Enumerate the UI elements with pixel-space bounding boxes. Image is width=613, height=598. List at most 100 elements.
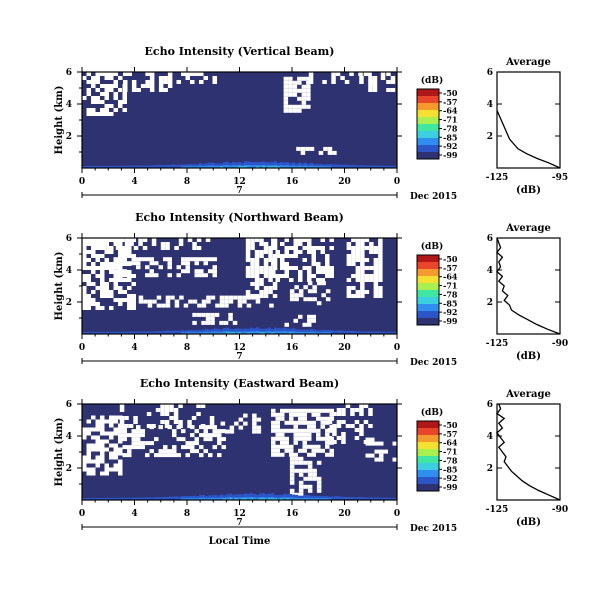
heatmap-cell [263, 242, 269, 246]
heatmap-cell [244, 331, 247, 334]
heatmap-cell [131, 302, 136, 306]
heatmap-cell [145, 331, 148, 334]
heatmap-cell [245, 254, 251, 258]
heatmap-cell [104, 282, 109, 286]
heatmap-cell [229, 425, 235, 430]
heatmap-cell [91, 471, 96, 476]
heatmap-cell [140, 433, 145, 438]
heatmap-cell [298, 329, 301, 334]
heatmap-cell [136, 331, 139, 334]
heatmap-cell [100, 274, 105, 278]
heatmap-cell [322, 332, 325, 334]
heatmap-cell [187, 498, 190, 500]
heatmap-cell [237, 295, 243, 300]
heatmap-cell [263, 290, 269, 294]
colorbar-swatch [417, 435, 439, 443]
heatmap-cell [316, 301, 322, 306]
heatmap-cell [211, 162, 214, 168]
heatmap-cell [196, 332, 199, 334]
heatmap-cell [293, 412, 298, 417]
heatmap-cell [238, 494, 241, 500]
heatmap-cell [245, 270, 251, 274]
heatmap-cell [149, 273, 154, 278]
heatmap-cell [86, 419, 91, 424]
heatmap-cell [265, 165, 268, 168]
heatmap-cell [100, 427, 105, 432]
heatmap-cell [307, 297, 313, 302]
heatmap-cell [340, 330, 343, 334]
heatmap-cell [173, 412, 179, 416]
colorbar-tick-label: -64 [443, 272, 458, 282]
heatmap-cell [224, 303, 229, 308]
heatmap-cell [208, 437, 213, 442]
heatmap-cell [378, 274, 383, 278]
heatmap-cell [307, 274, 312, 278]
heatmap-cell [214, 495, 217, 500]
heatmap-cell [275, 448, 280, 453]
colorbar-tick-label: -71 [443, 281, 457, 291]
heatmap-cell [178, 242, 184, 246]
colorbar-swatch [417, 442, 439, 450]
heatmap-cell [158, 80, 164, 84]
heatmap-cell [311, 420, 316, 425]
heatmap-cell [252, 417, 257, 422]
heatmap-cell [289, 163, 292, 168]
heatmap-cell [122, 100, 127, 104]
heatmap-cell [118, 262, 123, 266]
average-x-tick-label: -125 [486, 505, 509, 515]
colorbar-swatch [417, 117, 439, 125]
heatmap-cell [167, 76, 173, 80]
heatmap-cell [361, 165, 364, 168]
heatmap-cell [293, 428, 298, 433]
heatmap-cell [253, 494, 256, 500]
heatmap-cell [294, 293, 299, 298]
heatmap-cell [245, 274, 251, 278]
heatmap-cell [271, 329, 274, 334]
heatmap-cell [307, 476, 313, 481]
heatmap-cell [337, 330, 340, 334]
heatmap-cell [193, 164, 196, 168]
heatmap-cell [104, 419, 109, 424]
heatmap-cell [91, 262, 96, 266]
heatmap-cell [214, 163, 217, 168]
heatmap-cell [306, 88, 311, 93]
heatmap-cell [311, 424, 316, 429]
heatmap-cell [113, 84, 118, 88]
heatmap-cell [100, 455, 105, 460]
heatmap-cell [365, 441, 370, 446]
heatmap-cell [151, 238, 157, 242]
heatmap-cell [103, 165, 106, 168]
heatmap-cell [280, 452, 285, 457]
heatmap-cell [380, 76, 386, 80]
heatmap-cell [85, 331, 88, 334]
heatmap-cell [268, 250, 273, 254]
heatmap-cell [254, 274, 260, 278]
heatmap-gap-cells [82, 404, 397, 501]
heatmap-cell [158, 449, 163, 454]
heatmap-cell [256, 497, 259, 500]
heatmap-cell [263, 258, 269, 262]
heatmap-cell [329, 266, 334, 270]
heatmap-cell [259, 290, 264, 294]
heatmap-cell [86, 108, 91, 112]
heatmap-cell [378, 250, 383, 254]
heatmap-cell [325, 332, 328, 334]
heatmap-cell [151, 331, 154, 334]
heatmap-cell [199, 269, 204, 274]
heatmap-cell [355, 238, 361, 242]
heatmap-cell [109, 84, 114, 88]
heatmap-cell [136, 441, 141, 446]
heatmap-cell [95, 447, 100, 452]
heatmap-cell [118, 88, 123, 92]
heatmap-cell [205, 495, 208, 500]
heatmap-cell [304, 162, 307, 168]
heatmap-cell [259, 238, 264, 242]
heatmap-cell [272, 282, 278, 286]
heatmap-cell [160, 412, 165, 416]
heatmap-cell [223, 327, 226, 334]
heatmap-cell [360, 238, 365, 242]
heatmap-cell [359, 424, 364, 428]
heatmap-cell [292, 162, 295, 168]
heatmap-cell [104, 266, 109, 270]
heatmap-cell [250, 258, 255, 262]
